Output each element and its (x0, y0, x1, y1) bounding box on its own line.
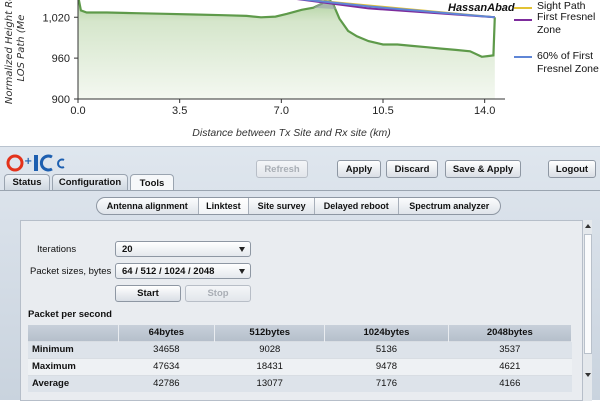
table-cell: 5136 (324, 340, 449, 358)
pps-header-row: 64bytes 512bytes 1024bytes 2048bytes (28, 325, 573, 341)
subtab-site-survey[interactable]: Site survey (249, 198, 315, 214)
tab-configuration[interactable]: Configuration (52, 174, 128, 190)
x-tick-label: 0.0 (70, 105, 85, 117)
x-tick-label: 14.0 (474, 105, 495, 117)
table-cell: 9028 (214, 340, 325, 358)
legend-swatch-first-fresnel (514, 19, 532, 21)
row-label: Maximum (28, 357, 118, 375)
terrain-area (78, 0, 495, 99)
y-tick-label: 1,020 (42, 12, 70, 24)
y-axis-label-line1: Normalized Height Rel (4, 0, 15, 105)
x-tick-label: 7.0 (274, 105, 289, 117)
row-label: Minimum (28, 340, 118, 358)
sixty-pct-fresnel-line (299, 0, 495, 19)
tab-status[interactable]: Status (4, 174, 50, 190)
discard-button[interactable]: Discard (386, 160, 438, 178)
start-button[interactable]: Start (115, 285, 181, 302)
site-name-label: HassanAbad (448, 2, 515, 14)
pps-col-header: 2048bytes (448, 325, 573, 341)
subtab-spectrum-analyzer[interactable]: Spectrum analyzer (409, 201, 490, 211)
tab-tools[interactable]: Tools (130, 174, 174, 191)
legend-label-sight-path: Sight Path (537, 0, 586, 12)
table-cell: 34658 (118, 340, 215, 358)
table-cell: 42786 (118, 374, 215, 392)
iterations-dropdown-arrow-icon (239, 247, 245, 252)
tools-subtabs: Antenna alignment Linktest Site survey D… (96, 197, 501, 215)
x-tick-label: 10.5 (372, 105, 393, 117)
x-tick-label: 3.5 (172, 105, 187, 117)
logo-icon: + (6, 154, 65, 172)
panel-scrollbar[interactable] (582, 220, 592, 401)
legend-label-60pct-fresnel: 60% of First Fresnel Zone (537, 50, 599, 75)
table-row: Maximum 47634 18431 9478 4621 (28, 357, 572, 375)
scroll-up-arrow-icon[interactable] (584, 222, 592, 230)
pps-table: 64bytes 512bytes 1024bytes 2048bytes Min… (28, 325, 573, 392)
table-cell: 47634 (118, 357, 215, 375)
pps-section-title: Packet per second (28, 309, 112, 320)
legend-swatch-60pct-fresnel (514, 56, 532, 58)
table-row: Minimum 34658 9028 5136 3537 (28, 340, 572, 358)
pps-col-header: 512bytes (214, 325, 326, 341)
chart-legend: Sight Path First Fresnel Zone 60% of Fir… (514, 0, 600, 110)
iterations-value: 20 (122, 243, 133, 255)
iterations-select[interactable]: 20 (115, 241, 251, 257)
packet-sizes-label: Packet sizes, bytes (30, 266, 112, 277)
apply-button[interactable]: Apply (337, 160, 381, 178)
packet-sizes-value: 64 / 512 / 1024 / 2048 (122, 265, 215, 277)
refresh-button[interactable]: Refresh (256, 160, 308, 178)
pps-col-header: 1024bytes (324, 325, 449, 341)
packet-sizes-dropdown-arrow-icon (239, 269, 245, 274)
legend-swatch-sight-path (514, 7, 532, 9)
table-cell: 13077 (214, 374, 325, 392)
table-cell: 9478 (324, 357, 449, 375)
subtab-linktest[interactable]: Linktest (198, 198, 250, 214)
profile-chart-svg: 0.0 3.5 7.0 10.5 14.0 900 960 1,020 Distance bet… (42, 0, 505, 139)
y-tick-label: 900 (52, 94, 70, 106)
app-logo: + (6, 152, 70, 174)
table-cell: 18431 (214, 357, 325, 375)
row-label: Average (28, 374, 118, 392)
x-axis-label: Distance between Tx Site and Rx site (km… (192, 127, 390, 139)
y-axis-label-line2: LOS Path (Me (16, 14, 27, 82)
legend-label-first-fresnel: First Fresnel Zone (537, 11, 596, 36)
svg-text:+: + (24, 156, 32, 167)
pps-col-header: 64bytes (118, 325, 216, 341)
stop-button[interactable]: Stop (185, 285, 251, 302)
packet-sizes-select[interactable]: 64 / 512 / 1024 / 2048 (115, 263, 251, 279)
subtab-antenna-alignment[interactable]: Antenna alignment (97, 198, 199, 214)
table-cell: 7176 (324, 374, 449, 392)
table-cell: 4166 (448, 374, 572, 392)
y-axis-label: Normalized Height Rel LOS Path (Me (2, 0, 30, 104)
y-tick-label: 960 (52, 53, 70, 65)
pps-col-header (28, 325, 119, 341)
logout-button[interactable]: Logout (548, 160, 596, 178)
iterations-label: Iterations (37, 244, 77, 255)
path-profile-chart: 0.0 3.5 7.0 10.5 14.0 900 960 1,020 Distance bet… (0, 0, 600, 146)
scrollbar-thumb[interactable] (584, 234, 592, 354)
table-cell: 4621 (448, 357, 572, 375)
tab-bar-divider (0, 190, 600, 191)
subtab-delayed-reboot[interactable]: Delayed reboot (315, 198, 399, 214)
save-apply-button[interactable]: Save & Apply (445, 160, 521, 178)
linktest-panel: Iterations 20 Packet sizes, bytes 64 / 5… (20, 220, 586, 401)
scroll-down-arrow-icon[interactable] (584, 371, 592, 379)
table-cell: 3537 (448, 340, 572, 358)
table-row: Average 42786 13077 7176 4166 (28, 374, 572, 392)
linktest-app: + Refresh Apply Discard Save & Apply Log… (0, 146, 600, 401)
